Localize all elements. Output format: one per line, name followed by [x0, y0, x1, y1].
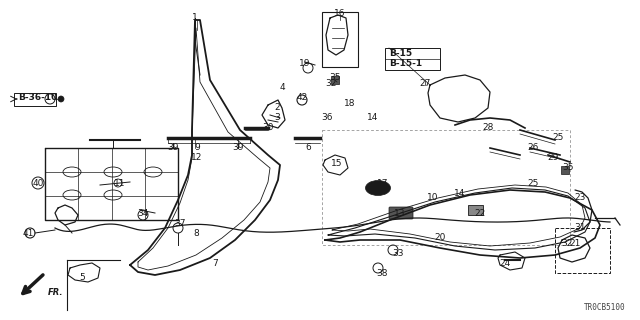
Text: 7: 7: [212, 259, 218, 268]
Text: 26: 26: [527, 143, 539, 153]
Text: 32: 32: [325, 78, 337, 87]
Text: 16: 16: [334, 9, 346, 18]
Text: 20: 20: [435, 234, 445, 243]
Text: 11: 11: [115, 179, 125, 188]
Text: 27: 27: [419, 78, 431, 87]
Text: 4: 4: [279, 84, 285, 92]
Text: 28: 28: [483, 124, 493, 132]
Text: 33: 33: [392, 249, 404, 258]
Text: B-15: B-15: [389, 49, 412, 58]
Text: 29: 29: [547, 154, 559, 163]
Bar: [555, 228, 610, 273]
Text: 9: 9: [194, 143, 200, 153]
Text: 1: 1: [192, 13, 198, 22]
Text: 13: 13: [394, 209, 406, 218]
Text: TR0CB5100: TR0CB5100: [584, 303, 625, 312]
Text: 8: 8: [193, 228, 199, 237]
Text: 42: 42: [296, 93, 308, 102]
Bar: [322, 130, 570, 245]
Text: 35: 35: [563, 164, 573, 172]
Text: 34: 34: [138, 209, 148, 218]
Text: 15: 15: [332, 158, 343, 167]
Text: 12: 12: [191, 154, 203, 163]
Bar: [468, 205, 483, 215]
Bar: [561, 166, 569, 174]
Text: 39: 39: [232, 143, 244, 153]
Text: 6: 6: [305, 143, 311, 153]
Text: 39: 39: [167, 143, 179, 153]
Bar: [322, 12, 358, 67]
Bar: [14, 93, 56, 106]
Text: 14: 14: [367, 114, 379, 123]
Text: 32: 32: [561, 238, 573, 247]
Text: 31: 31: [574, 223, 586, 233]
Text: 25: 25: [552, 133, 564, 142]
Text: 23: 23: [574, 194, 586, 203]
Text: 35: 35: [329, 74, 340, 83]
Text: FR.: FR.: [48, 288, 63, 297]
Text: 38: 38: [376, 268, 388, 277]
Text: 30: 30: [262, 124, 274, 132]
Text: 24: 24: [499, 259, 511, 268]
Text: 3: 3: [274, 114, 280, 123]
Bar: [385, 48, 440, 70]
Text: 37: 37: [174, 219, 186, 228]
Text: 41: 41: [22, 228, 34, 237]
Text: 25: 25: [527, 179, 539, 188]
Text: 21: 21: [570, 238, 580, 247]
Text: 2: 2: [274, 103, 280, 113]
Text: 17: 17: [377, 179, 388, 188]
Ellipse shape: [365, 180, 390, 196]
Text: 22: 22: [474, 209, 486, 218]
Text: 5: 5: [79, 274, 85, 283]
Text: 19: 19: [300, 59, 311, 68]
Text: 40: 40: [32, 179, 44, 188]
Text: 36: 36: [321, 114, 333, 123]
Bar: [331, 76, 339, 84]
FancyBboxPatch shape: [389, 207, 413, 219]
Text: 18: 18: [344, 99, 356, 108]
Circle shape: [58, 96, 64, 102]
Text: 10: 10: [428, 194, 439, 203]
Text: B-36-10: B-36-10: [18, 93, 57, 102]
Text: 14: 14: [454, 188, 466, 197]
Text: B-15-1: B-15-1: [389, 59, 422, 68]
